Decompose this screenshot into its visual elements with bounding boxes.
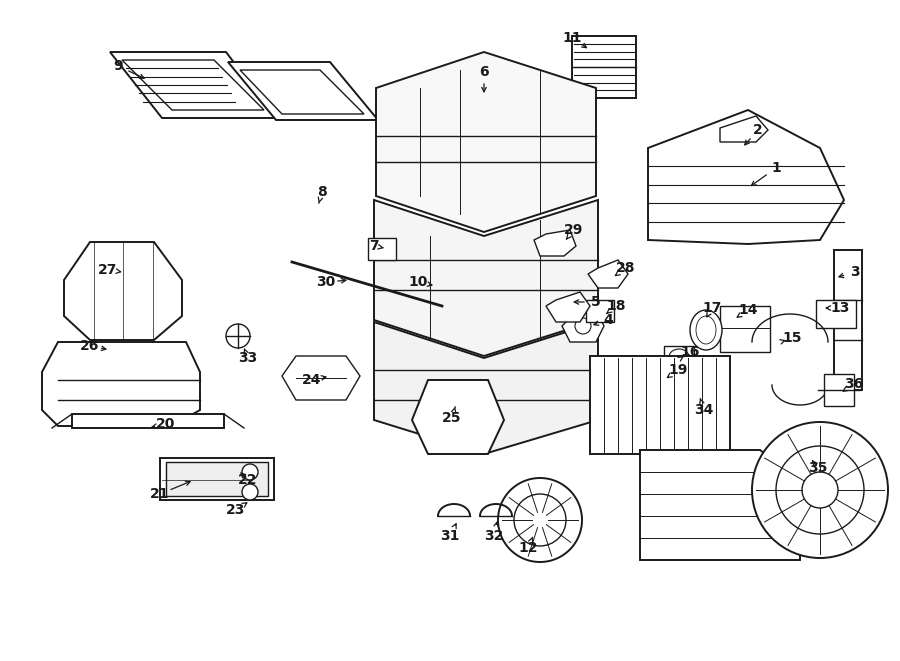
Circle shape [226,324,250,348]
Text: 22: 22 [238,473,257,487]
Text: 7: 7 [369,239,379,253]
Polygon shape [824,374,854,406]
Text: 16: 16 [680,345,699,359]
Polygon shape [534,230,576,256]
Text: 9: 9 [113,59,122,73]
Circle shape [242,464,258,480]
Text: 27: 27 [98,263,118,277]
Text: 24: 24 [302,373,322,387]
Polygon shape [720,116,768,142]
Circle shape [575,318,591,334]
Text: 2: 2 [753,123,763,137]
Ellipse shape [696,316,716,344]
Polygon shape [228,62,378,120]
Text: 25: 25 [442,411,462,425]
Text: 3: 3 [850,265,860,279]
Text: 20: 20 [157,417,176,431]
Polygon shape [72,414,224,428]
Text: 21: 21 [150,487,170,501]
Text: 34: 34 [694,403,714,417]
Polygon shape [834,250,862,390]
Bar [816,300,856,328]
Polygon shape [590,356,730,454]
Text: 17: 17 [702,301,722,315]
Text: 10: 10 [409,275,428,289]
Circle shape [776,446,864,534]
Polygon shape [640,450,800,560]
Text: 23: 23 [226,503,246,517]
Ellipse shape [690,310,722,350]
Text: 28: 28 [616,261,635,275]
Text: 31: 31 [440,529,460,543]
Circle shape [802,472,838,508]
Polygon shape [374,322,598,454]
Polygon shape [648,110,844,244]
Text: 15: 15 [782,331,802,345]
Text: 32: 32 [484,529,504,543]
Text: 4: 4 [603,313,613,327]
Polygon shape [562,310,604,342]
Polygon shape [586,300,614,322]
Polygon shape [572,36,636,98]
Circle shape [514,494,566,546]
Text: 5: 5 [591,295,601,309]
Circle shape [498,478,582,562]
Text: 29: 29 [564,223,584,237]
Circle shape [242,484,258,500]
Polygon shape [412,380,504,454]
Text: 18: 18 [607,299,625,313]
Polygon shape [42,342,200,426]
Polygon shape [166,462,268,496]
Polygon shape [368,238,396,260]
Text: 35: 35 [808,461,828,475]
Text: 36: 36 [844,377,864,391]
Polygon shape [64,242,182,340]
Text: 19: 19 [669,363,688,377]
Text: 13: 13 [831,301,850,315]
Text: 6: 6 [479,65,489,79]
Ellipse shape [669,349,689,365]
Polygon shape [546,292,590,322]
Circle shape [752,422,888,558]
Polygon shape [374,200,598,356]
Polygon shape [160,458,274,500]
Polygon shape [110,52,276,118]
Polygon shape [376,52,596,232]
Polygon shape [720,306,770,352]
Polygon shape [588,260,628,288]
Polygon shape [664,346,694,368]
Text: 33: 33 [238,351,257,365]
Text: 14: 14 [738,303,758,317]
Text: 26: 26 [80,339,100,353]
Text: 11: 11 [562,31,581,45]
Polygon shape [282,356,360,400]
Text: 1: 1 [771,161,781,175]
Text: 12: 12 [518,541,538,555]
Text: 8: 8 [317,185,327,199]
Text: 30: 30 [317,275,336,289]
